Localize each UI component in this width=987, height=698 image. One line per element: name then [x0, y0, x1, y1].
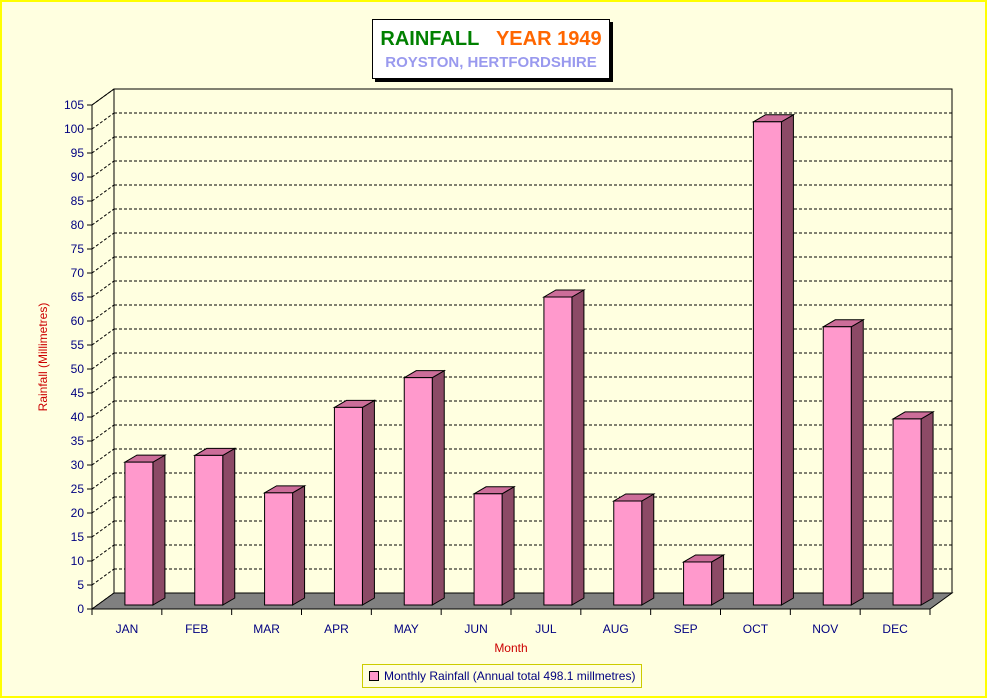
bar-side — [431, 369, 445, 606]
bar-side — [501, 485, 515, 606]
gridline-side — [91, 208, 115, 226]
gridline-side — [91, 472, 115, 490]
chart-title-box: RAINFALL YEAR 1949 ROYSTON, HERTFORDSHIR… — [372, 19, 610, 79]
bar-side — [361, 399, 375, 606]
y-tick-label: 10 — [71, 554, 85, 568]
bar-side — [641, 493, 655, 606]
gridline-side — [91, 352, 115, 370]
bar-side — [152, 454, 166, 606]
x-tick-label: NOV — [812, 622, 838, 636]
gridline-side — [91, 232, 115, 250]
x-tick-label: OCT — [743, 622, 769, 636]
gridline-side — [91, 112, 115, 130]
x-tick-label: AUG — [603, 622, 629, 636]
y-axis-top — [91, 88, 115, 106]
bar — [473, 493, 503, 606]
bar-side — [780, 113, 794, 606]
legend-label: Monthly Rainfall (Annual total 498.1 mil… — [384, 669, 636, 683]
bar — [124, 461, 154, 606]
bar — [194, 454, 224, 606]
bar-side — [571, 289, 585, 606]
x-tick-label: FEB — [185, 622, 208, 636]
bar — [822, 326, 852, 606]
x-tick-label: MAR — [253, 622, 280, 636]
y-axis-title: Rainfall (Millimetres) — [36, 303, 50, 412]
bar-side — [920, 411, 934, 606]
chart-title: RAINFALL YEAR 1949 — [373, 27, 609, 51]
gridline-side — [91, 160, 115, 178]
y-tick-label: 0 — [77, 602, 84, 616]
y-tick-label: 90 — [71, 170, 85, 184]
bar — [333, 406, 363, 606]
bar — [683, 561, 713, 606]
gridline-side — [91, 544, 115, 562]
chart-legend: Monthly Rainfall (Annual total 498.1 mil… — [362, 664, 643, 688]
bar — [892, 418, 922, 606]
y-tick-label: 75 — [71, 242, 85, 256]
x-axis-title: Month — [494, 641, 527, 655]
x-tick-label: MAY — [394, 622, 419, 636]
y-tick-label: 50 — [71, 362, 85, 376]
y-tick-label: 55 — [71, 338, 85, 352]
x-tick-label: JUN — [464, 622, 487, 636]
back-wall — [113, 88, 953, 594]
y-tick-label: 35 — [71, 434, 85, 448]
y-tick-label: 60 — [71, 314, 85, 328]
title-year: YEAR 1949 — [495, 28, 602, 50]
x-tick-label: JAN — [116, 622, 139, 636]
y-tick-label: 15 — [71, 530, 85, 544]
y-tick-label: 65 — [71, 290, 85, 304]
gridline-side — [91, 328, 115, 346]
gridline-side — [91, 304, 115, 322]
chart-subtitle: ROYSTON, HERTFORDSHIRE — [385, 54, 597, 71]
bar — [613, 500, 643, 606]
gridline-side — [91, 136, 115, 154]
gridline-side — [91, 376, 115, 394]
gridline-side — [91, 520, 115, 538]
bar — [543, 296, 573, 606]
bar-side — [711, 554, 725, 606]
y-tick-label: 80 — [71, 218, 85, 232]
gridline-side — [91, 496, 115, 514]
y-tick-label: 100 — [64, 122, 84, 136]
gridline-side — [91, 568, 115, 586]
gridline-side — [91, 400, 115, 418]
gridline-side — [91, 184, 115, 202]
y-tick-label: 105 — [64, 98, 84, 112]
gridline-side — [91, 424, 115, 442]
x-tick-label: SEP — [674, 622, 698, 636]
x-tick-label: DEC — [882, 622, 908, 636]
y-tick-label: 5 — [77, 578, 84, 592]
gridline-side — [91, 448, 115, 466]
y-tick-label: 25 — [71, 482, 85, 496]
y-tick-label: 85 — [71, 194, 85, 208]
y-tick-label: 40 — [71, 410, 85, 424]
y-tick-label: 30 — [71, 458, 85, 472]
legend-swatch — [369, 671, 379, 681]
gridline-side — [91, 256, 115, 274]
y-tick-label: 45 — [71, 386, 85, 400]
bar — [264, 492, 294, 606]
bar — [403, 377, 433, 606]
x-tick-label: JUL — [535, 622, 557, 636]
bar-side — [222, 447, 236, 606]
bar-side — [292, 484, 306, 606]
y-tick-label: 70 — [71, 266, 85, 280]
bar — [752, 121, 782, 606]
y-tick-label: 20 — [71, 506, 85, 520]
title-rainfall: RAINFALL — [380, 28, 480, 50]
x-tick-label: APR — [324, 622, 349, 636]
bar-side — [850, 318, 864, 606]
gridline-side — [91, 280, 115, 298]
y-tick-label: 95 — [71, 146, 85, 160]
